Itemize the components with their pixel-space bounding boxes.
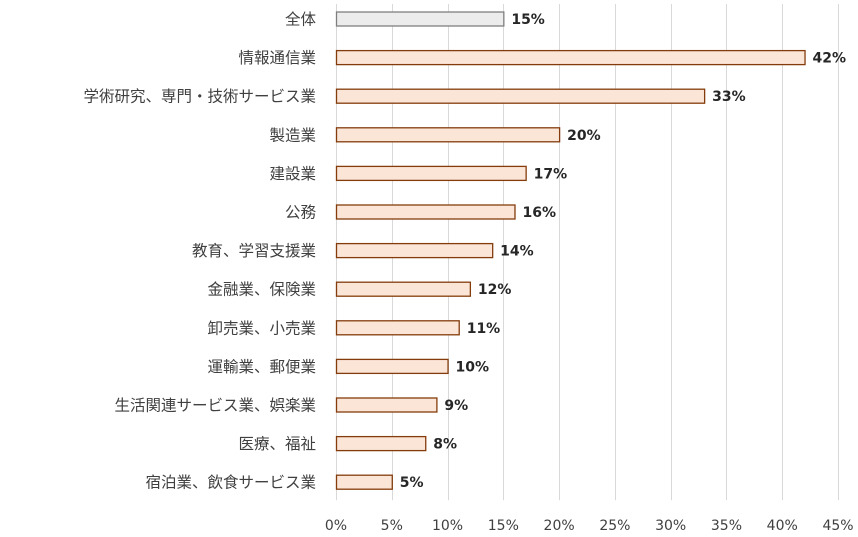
value-label: 15%	[511, 12, 545, 28]
x-tick-label: 35%	[711, 518, 742, 534]
value-label: 16%	[522, 205, 556, 221]
category-label: 宿泊業、飲食サービス業	[145, 474, 316, 492]
x-tick-label: 10%	[432, 518, 463, 534]
category-label: 学術研究、専門・技術サービス業	[83, 88, 316, 106]
value-label: 33%	[712, 89, 746, 105]
bar	[335, 281, 472, 297]
x-tick-label: 45%	[822, 518, 853, 534]
category-label: 全体	[285, 11, 317, 29]
category-label: 卸売業、小売業	[207, 319, 316, 337]
value-label: 12%	[478, 282, 512, 298]
category-label: 運輸業、郵便業	[207, 358, 316, 376]
category-label: 生活関連サービス業、娯楽業	[114, 397, 316, 415]
value-label: 8%	[433, 437, 457, 453]
value-label: 17%	[534, 166, 568, 182]
category-label: 公務	[285, 204, 317, 222]
bar	[335, 242, 494, 259]
category-label: 情報通信業	[238, 49, 316, 67]
bar	[335, 435, 427, 452]
bar	[335, 165, 527, 182]
value-label: 20%	[567, 128, 601, 144]
x-tick-label: 5%	[381, 518, 403, 534]
bar	[335, 358, 449, 375]
x-axis-tick-labels: 0% 5% 10% 15% 20% 25% 30% 35% 40% 45%	[325, 518, 854, 534]
x-tick-label: 15%	[488, 518, 519, 534]
x-tick-label: 20%	[544, 518, 575, 534]
value-label: 9%	[444, 398, 468, 414]
category-label: 建設業	[269, 165, 316, 183]
x-tick-label: 25%	[599, 518, 630, 534]
gridlines	[336, 4, 839, 501]
category-label: 製造業	[269, 126, 316, 144]
value-label: 5%	[400, 475, 424, 491]
value-label: 42%	[813, 51, 847, 67]
value-label: 14%	[500, 244, 534, 260]
value-labels: 15% 42% 33% 20% 17% 16% 14% 12% 11% 10% 9% 8% 5%	[400, 12, 846, 491]
bar	[335, 320, 460, 336]
bar	[335, 11, 505, 27]
bar	[335, 204, 516, 220]
bars	[335, 11, 806, 490]
value-label: 11%	[467, 321, 501, 337]
bar	[335, 49, 806, 66]
bar	[335, 88, 706, 104]
x-tick-label: 0%	[325, 518, 347, 534]
category-label: 医療、福祉	[238, 435, 316, 453]
value-label: 10%	[456, 359, 490, 375]
bar	[335, 474, 393, 490]
category-label: 教育、学習支援業	[192, 242, 316, 260]
category-label: 金融業、保険業	[207, 281, 316, 299]
x-tick-label: 40%	[767, 518, 798, 534]
category-labels: 全体情報通信業学術研究、専門・技術サービス業製造業建設業公務教育、学習支援業金融…	[83, 11, 316, 492]
bar	[335, 397, 438, 413]
bar	[335, 127, 561, 143]
x-tick-label: 30%	[655, 518, 686, 534]
